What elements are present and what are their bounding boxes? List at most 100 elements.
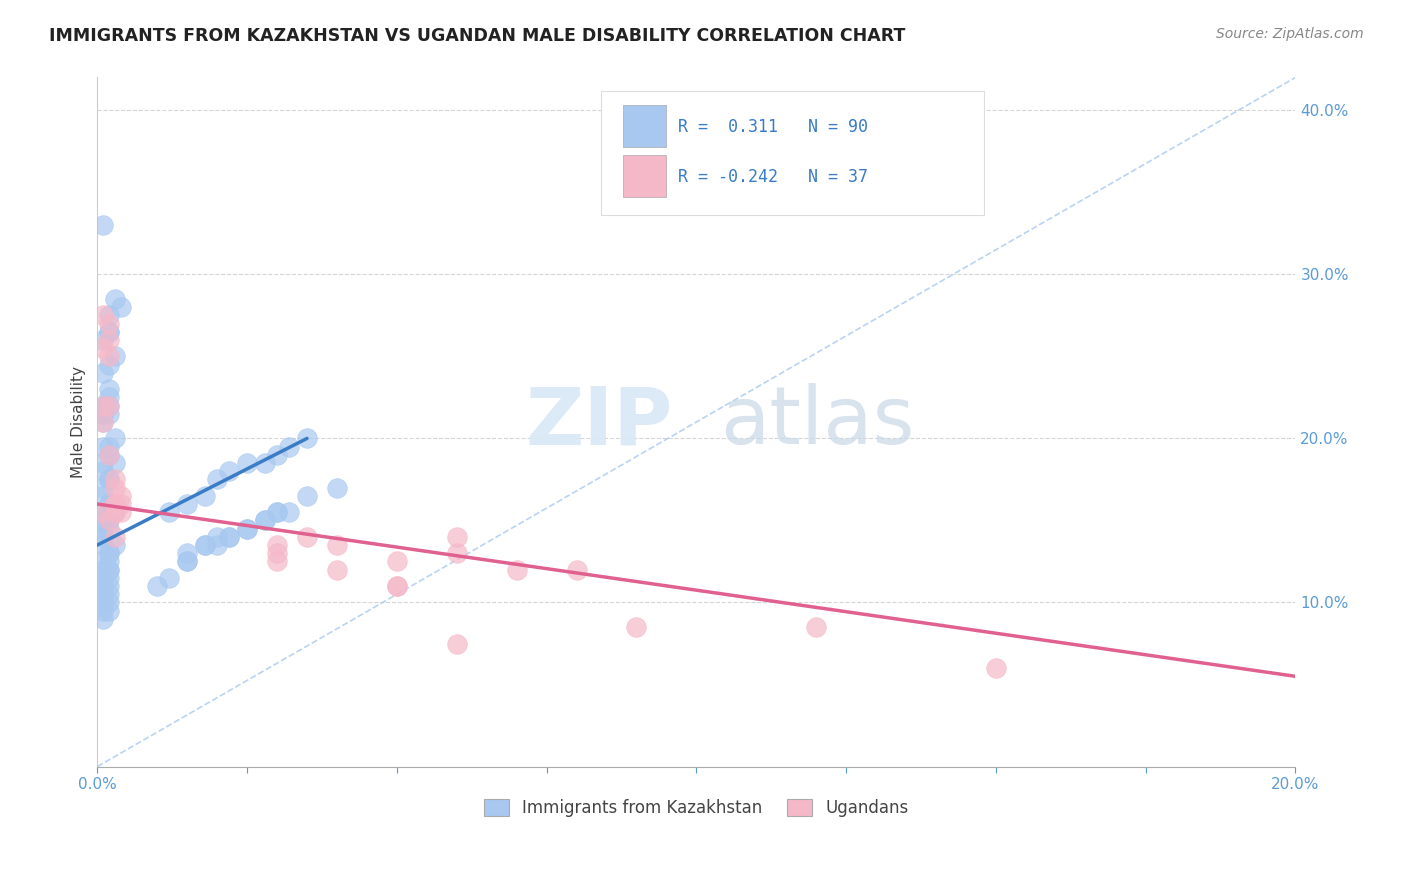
Point <box>98 325 121 339</box>
FancyBboxPatch shape <box>623 154 666 196</box>
Point <box>93 571 115 585</box>
Point <box>104 505 127 519</box>
Point <box>93 530 115 544</box>
Point <box>110 505 132 519</box>
Y-axis label: Male Disability: Male Disability <box>72 366 86 478</box>
Point <box>326 481 349 495</box>
Point <box>104 497 127 511</box>
Point <box>98 571 121 585</box>
Point <box>104 292 127 306</box>
Point <box>104 456 127 470</box>
Point <box>104 431 127 445</box>
Point <box>98 563 121 577</box>
Point <box>266 554 288 568</box>
Point <box>104 481 127 495</box>
Point <box>98 325 121 339</box>
Point <box>146 579 169 593</box>
Point <box>236 456 259 470</box>
Point <box>104 497 127 511</box>
Point <box>385 579 408 593</box>
Point <box>98 604 121 618</box>
Point <box>98 407 121 421</box>
Point <box>104 350 127 364</box>
Point <box>98 440 121 454</box>
Point <box>93 538 115 552</box>
Point <box>326 563 349 577</box>
Point <box>93 587 115 601</box>
Point <box>104 472 127 486</box>
Point <box>93 554 115 568</box>
Legend: Immigrants from Kazakhstan, Ugandans: Immigrants from Kazakhstan, Ugandans <box>477 792 915 823</box>
Point <box>176 554 198 568</box>
Point <box>266 546 288 560</box>
Point <box>205 472 228 486</box>
Point <box>218 530 240 544</box>
Point <box>266 505 288 519</box>
Point <box>98 563 121 577</box>
Point <box>98 513 121 527</box>
Point <box>157 571 180 585</box>
Point <box>98 513 121 527</box>
Point <box>295 530 318 544</box>
Point <box>98 579 121 593</box>
Point <box>98 505 121 519</box>
Point <box>93 399 115 413</box>
Point <box>218 464 240 478</box>
Point <box>98 595 121 609</box>
Point <box>266 448 288 462</box>
Text: IMMIGRANTS FROM KAZAKHSTAN VS UGANDAN MALE DISABILITY CORRELATION CHART: IMMIGRANTS FROM KAZAKHSTAN VS UGANDAN MA… <box>49 27 905 45</box>
Point <box>176 497 198 511</box>
Point <box>93 563 115 577</box>
Point <box>93 399 115 413</box>
Point <box>93 415 115 429</box>
Point <box>98 382 121 396</box>
Point <box>93 489 115 503</box>
Point <box>93 309 115 323</box>
Point <box>278 505 301 519</box>
Point <box>93 399 115 413</box>
Point <box>93 513 115 527</box>
Point <box>266 505 288 519</box>
Text: R =  0.311   N = 90: R = 0.311 N = 90 <box>679 118 869 136</box>
Point <box>93 440 115 454</box>
Point <box>93 481 115 495</box>
Text: Source: ZipAtlas.com: Source: ZipAtlas.com <box>1216 27 1364 41</box>
Point <box>295 489 318 503</box>
Point <box>98 546 121 560</box>
Point <box>254 513 277 527</box>
Point <box>236 522 259 536</box>
Point <box>385 579 408 593</box>
Point <box>104 505 127 519</box>
FancyBboxPatch shape <box>600 91 984 215</box>
Point <box>98 546 121 560</box>
Point <box>104 530 127 544</box>
Point <box>98 448 121 462</box>
Point <box>98 497 121 511</box>
Point <box>110 497 132 511</box>
Point <box>98 399 121 413</box>
Point <box>98 358 121 372</box>
Point <box>157 505 180 519</box>
Point <box>93 595 115 609</box>
Point <box>446 636 468 650</box>
FancyBboxPatch shape <box>623 105 666 147</box>
Point <box>295 431 318 445</box>
Point <box>98 554 121 568</box>
Point <box>98 448 121 462</box>
Point <box>93 604 115 618</box>
Point <box>93 333 115 347</box>
Point <box>984 661 1007 675</box>
Point <box>98 309 121 323</box>
Point <box>93 464 115 478</box>
Point <box>194 538 217 552</box>
Point <box>505 563 527 577</box>
Point <box>93 522 115 536</box>
Text: atlas: atlas <box>720 383 915 461</box>
Point <box>93 341 115 355</box>
Point <box>176 546 198 560</box>
Point <box>93 407 115 421</box>
Point <box>446 546 468 560</box>
Point <box>176 554 198 568</box>
Point <box>98 587 121 601</box>
Point <box>806 620 828 634</box>
